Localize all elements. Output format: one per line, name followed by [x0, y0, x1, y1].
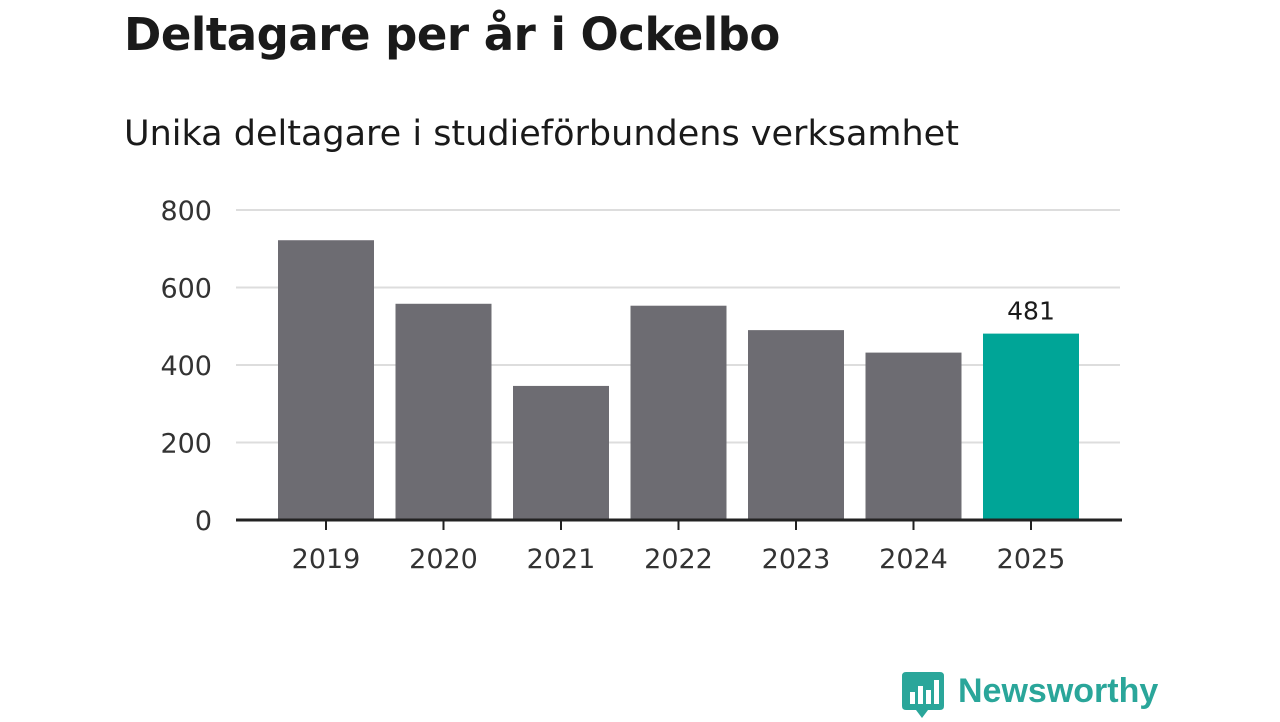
newsworthy-logo-icon — [902, 672, 944, 722]
newsworthy-logo: Newsworthy — [902, 672, 1158, 722]
newsworthy-logo-text: Newsworthy — [958, 672, 1159, 710]
bar-2025 — [983, 333, 1079, 520]
x-tick-label: 2020 — [409, 544, 478, 575]
y-tick-label: 600 — [160, 274, 212, 305]
data-label-2025: 481 — [1007, 297, 1055, 326]
bar-2024 — [865, 352, 962, 520]
bar-2021 — [513, 385, 609, 520]
y-tick-label: 400 — [160, 351, 212, 382]
chart-title: Deltagare per år i Ockelbo — [124, 8, 780, 61]
x-tick-label: 2019 — [292, 544, 361, 575]
y-tick-label: 800 — [160, 196, 212, 227]
bar-2019 — [278, 240, 374, 520]
bar-2020 — [395, 303, 492, 520]
bar-2023 — [748, 330, 844, 520]
x-tick-label: 2021 — [527, 544, 596, 575]
chart-subtitle: Unika deltagare i studieförbundens verks… — [124, 114, 959, 154]
y-tick-label: 0 — [195, 506, 212, 537]
bar-2022 — [630, 305, 727, 520]
x-tick-label: 2023 — [762, 544, 831, 575]
x-tick-label: 2022 — [644, 544, 713, 575]
x-tick-label: 2025 — [997, 544, 1066, 575]
y-tick-label: 200 — [160, 429, 212, 460]
x-tick-label: 2024 — [879, 544, 948, 575]
